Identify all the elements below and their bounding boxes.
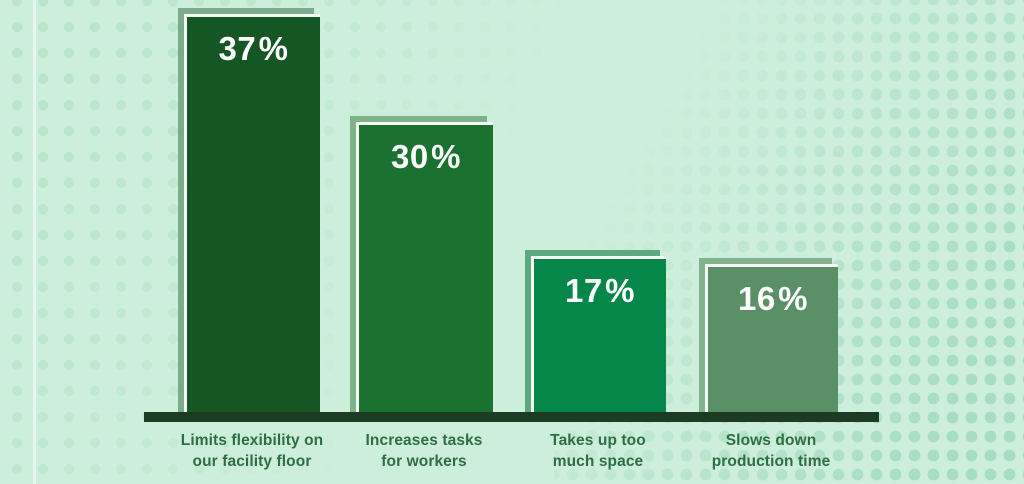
bar-fill: 37 % [184,14,320,414]
bar-value-label: 30 % [391,138,461,175]
category-label-slows-production: Slows down production time [661,430,881,472]
bar-slows-production: 16 % [699,258,838,414]
label-line: Slows down [725,432,817,449]
label-line: for workers [381,453,467,470]
label-line: Limits flexibility on [180,432,324,449]
bar-value-label: 16 % [738,280,808,317]
x-axis-baseline [144,412,879,422]
label-line: much space [552,453,644,470]
category-label-increases-tasks: Increases tasks for workers [314,430,534,472]
label-line: Increases tasks [365,432,483,449]
category-label-limits-flexibility: Limits flexibility on our facility floor [142,430,362,472]
bar-limits-flexibility: 37 % [178,8,320,414]
bar-fill: 30 % [356,122,493,414]
background-divider-line [33,0,36,484]
category-label-takes-space: Takes up too much space [488,430,708,472]
bar-fill: 17 % [531,256,666,414]
bar-takes-space: 17 % [525,250,666,414]
bar-value-label: 37 % [218,30,289,67]
label-line: Takes up too [550,432,646,449]
bar-fill: 16 % [705,264,838,414]
label-line: production time [711,453,831,470]
label-line: our facility floor [192,453,312,470]
bar-value-label: 17 % [565,272,635,309]
bar-increases-tasks: 30 % [350,116,493,414]
